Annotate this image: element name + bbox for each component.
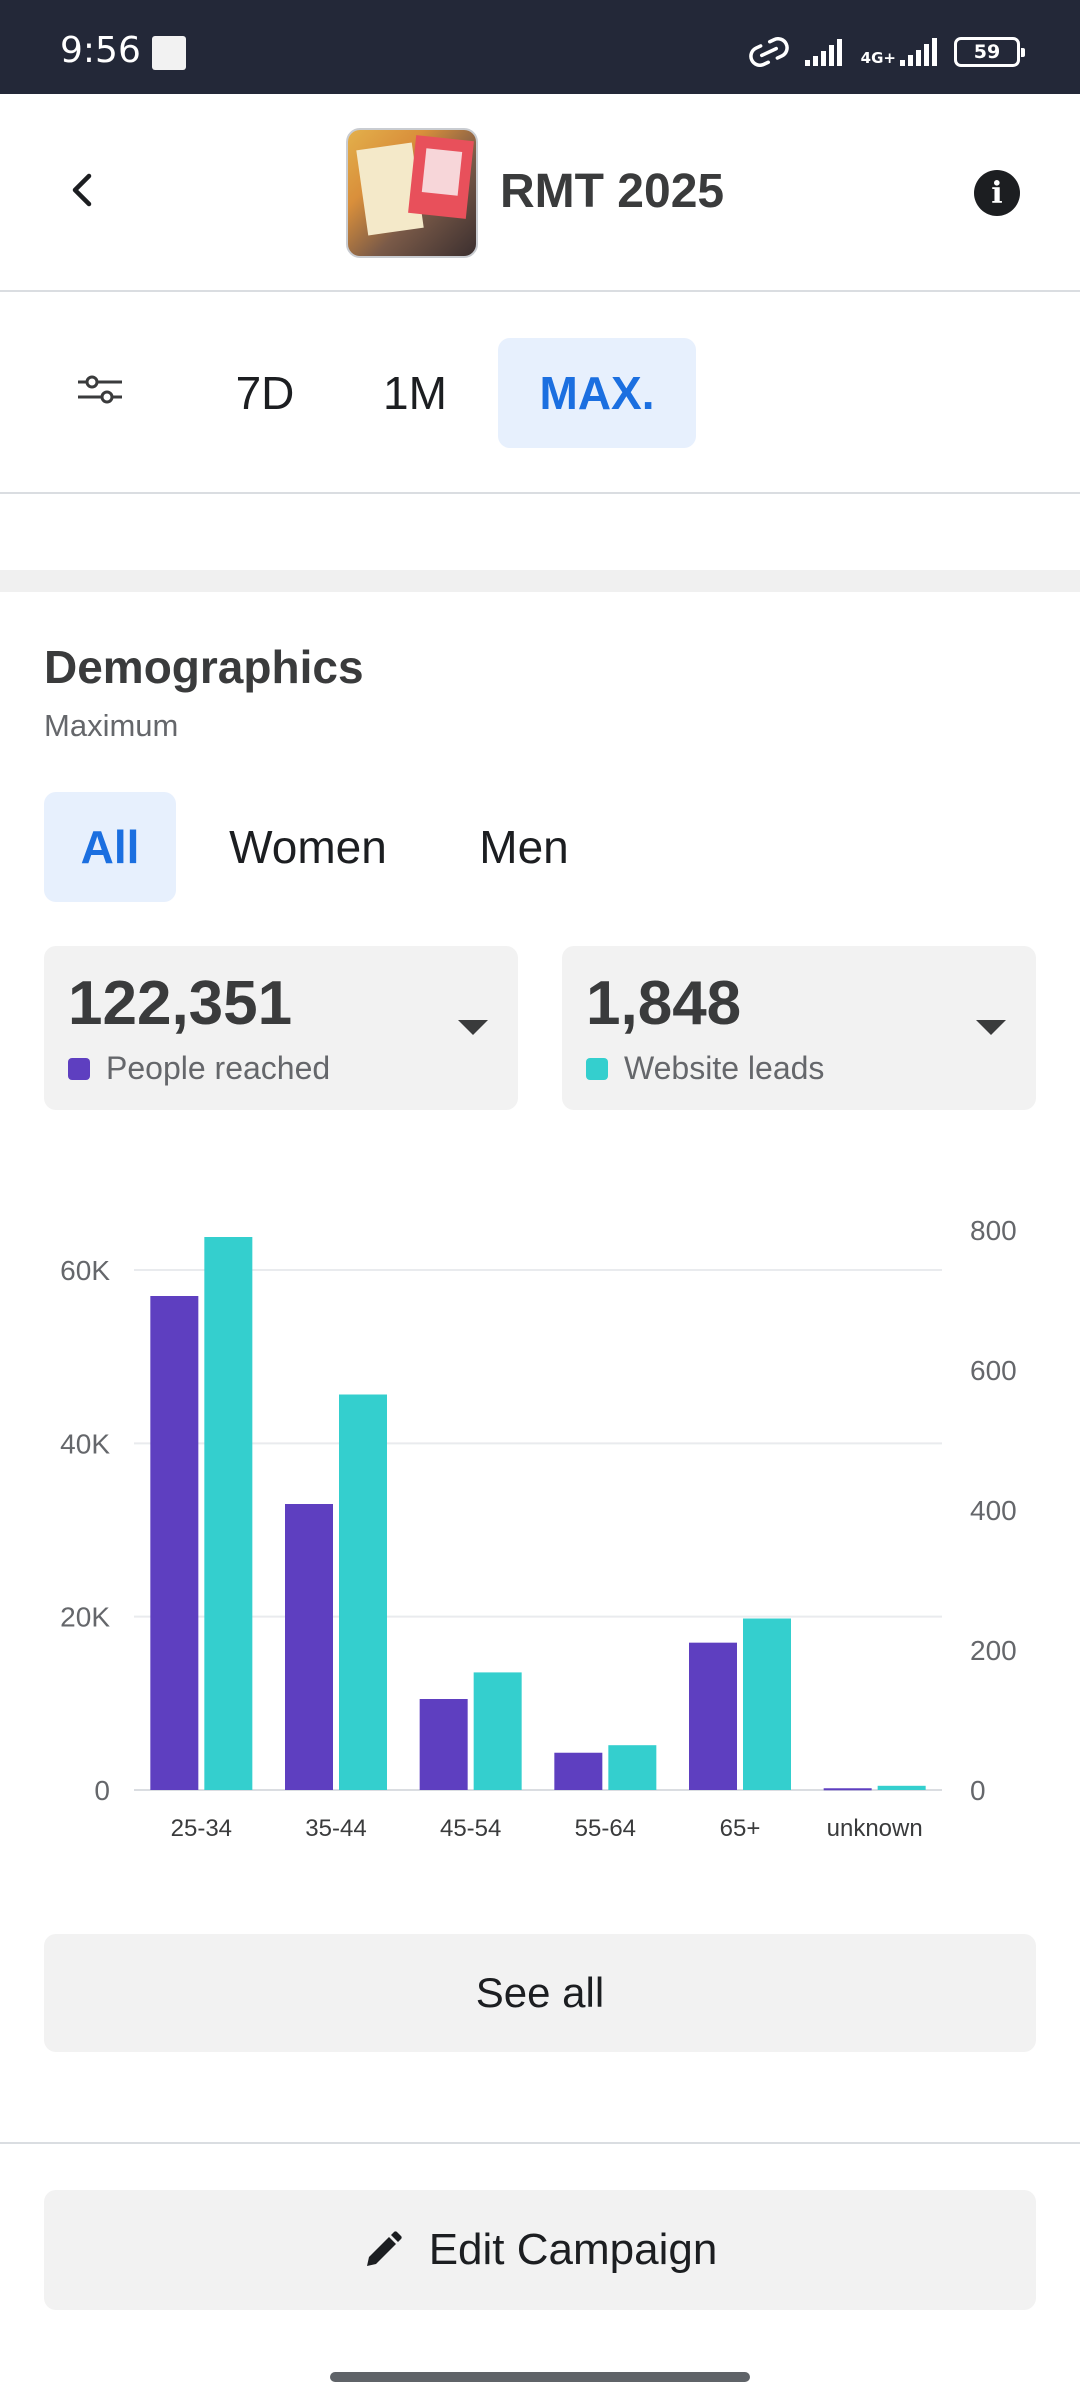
chevron-left-icon: [72, 173, 92, 207]
metric-card-people-reached[interactable]: 122,351 People reached: [44, 946, 518, 1110]
section-separator: [0, 570, 1080, 592]
y-right-tick-label: 800: [970, 1215, 1017, 1246]
back-button[interactable]: [54, 160, 114, 220]
battery-icon: 59: [954, 37, 1025, 67]
bar-people-reached: [823, 1788, 872, 1791]
campaign-thumbnail: [346, 128, 478, 258]
metric-label: Website leads: [624, 1050, 825, 1086]
bar-people-reached: [419, 1699, 468, 1790]
signal-4g-icon: 4G+: [861, 38, 940, 66]
metric-label: People reached: [106, 1050, 331, 1086]
campaign-header: RMT 2025 i: [0, 94, 1080, 292]
range-tab-max[interactable]: MAX.: [498, 338, 696, 448]
metric-legend: People reached: [68, 1050, 330, 1087]
y-right-tick-label: 600: [970, 1355, 1017, 1386]
y-left-tick-label: 60K: [60, 1255, 110, 1286]
status-time: 9:56: [60, 30, 141, 71]
home-indicator: [330, 2372, 750, 2382]
link-icon: [748, 37, 789, 67]
bar-website-leads: [608, 1745, 657, 1790]
edit-campaign-label: Edit Campaign: [428, 2225, 718, 2274]
sliders-icon: [78, 375, 122, 404]
caret-down-icon[interactable]: [976, 1020, 1006, 1035]
y-right-tick-label: 200: [970, 1635, 1017, 1666]
bar-website-leads: [473, 1672, 522, 1790]
demographics-bar-chart: 0 20K 40K 60K 0 200 400 600 800 25-34 35-44 45-54 55…: [60, 1215, 1017, 1842]
bar-people-reached: [554, 1752, 603, 1790]
y-left-tick-label: 20K: [60, 1602, 110, 1633]
metric-value: 1,848: [586, 969, 742, 1038]
range-tab-7d[interactable]: 7D: [235, 367, 295, 419]
gender-tab-all[interactable]: All: [44, 792, 176, 902]
y-right-tick-label: 0: [970, 1775, 986, 1806]
x-tick-label: 55-64: [575, 1815, 636, 1842]
see-all-button[interactable]: See all: [44, 1934, 1036, 2052]
x-tick-label: 25-34: [171, 1815, 232, 1842]
date-range-bar: 7D 1M MAX.: [0, 292, 1080, 494]
bar-people-reached: [285, 1504, 333, 1790]
pencil-icon: [366, 2231, 402, 2266]
legend-swatch-leads: [586, 1057, 608, 1080]
signal-icon: [804, 39, 842, 66]
filter-button[interactable]: [70, 364, 130, 414]
y-right-tick-label: 400: [970, 1495, 1017, 1526]
bar-website-leads: [743, 1618, 791, 1790]
bar-website-leads: [877, 1785, 926, 1790]
range-tab-1m[interactable]: 1M: [383, 367, 447, 419]
bar-website-leads: [339, 1394, 387, 1790]
divider: [0, 2142, 1080, 2144]
bar-people-reached: [150, 1296, 199, 1790]
x-tick-label: 65+: [720, 1815, 761, 1842]
gender-tab-men[interactable]: Men: [479, 821, 569, 873]
legend-swatch-reach: [68, 1057, 90, 1080]
x-tick-label: 35-44: [305, 1815, 366, 1842]
metric-card-website-leads[interactable]: 1,848 Website leads: [562, 946, 1036, 1110]
section-subtitle: Maximum: [44, 708, 179, 743]
y-left-tick-label: 40K: [60, 1428, 110, 1459]
edit-campaign-button[interactable]: Edit Campaign: [44, 2190, 1036, 2310]
metric-legend: Website leads: [586, 1050, 824, 1087]
caret-down-icon[interactable]: [458, 1020, 488, 1035]
status-icons: 4G+ 59: [747, 32, 1025, 72]
info-button[interactable]: i: [974, 170, 1020, 216]
info-icon: i: [991, 175, 1003, 211]
bar-people-reached: [689, 1642, 737, 1790]
section-title: Demographics: [44, 641, 364, 693]
status-bar: 9:56 4G+ 59: [0, 0, 1080, 94]
notification-icon: [152, 36, 186, 70]
gender-tab-women[interactable]: Women: [229, 821, 387, 873]
bar-website-leads: [204, 1237, 253, 1790]
network-label: 4G+: [860, 49, 896, 67]
x-tick-label: 45-54: [440, 1815, 501, 1842]
battery-level: 59: [973, 41, 1001, 63]
page-title: RMT 2025: [500, 165, 725, 218]
x-tick-label: unknown: [827, 1815, 923, 1842]
metric-value: 122,351: [68, 969, 293, 1038]
y-left-tick-label: 0: [94, 1775, 110, 1806]
